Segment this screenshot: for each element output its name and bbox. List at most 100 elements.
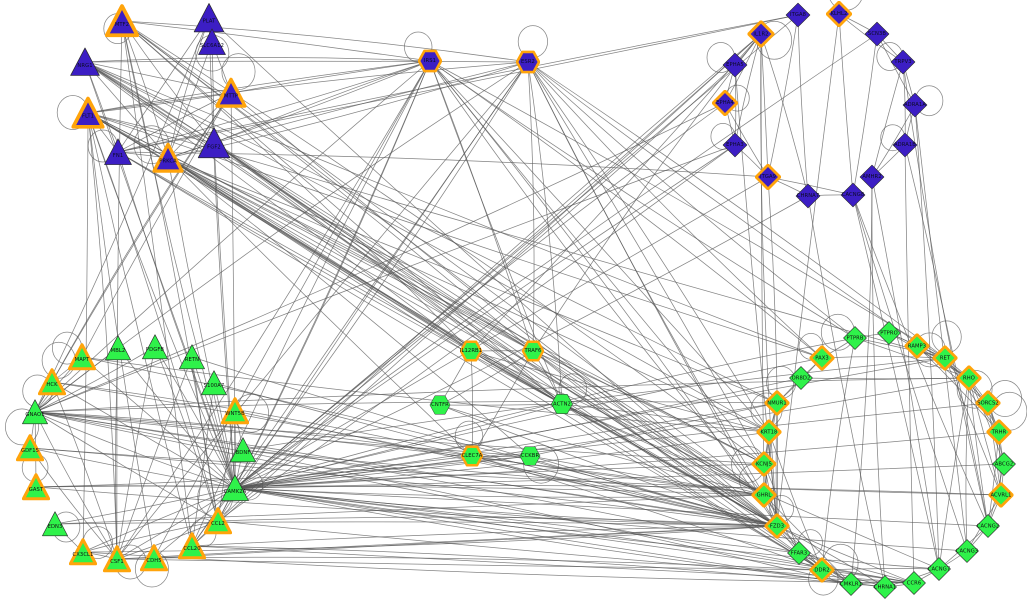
graph-node-scn3b[interactable]: SCN3B xyxy=(864,21,890,47)
graph-node-actn2[interactable]: ACTN2 xyxy=(551,393,574,416)
graph-edge[interactable] xyxy=(29,447,778,527)
graph-edge[interactable] xyxy=(968,377,1002,496)
graph-edge[interactable] xyxy=(561,403,940,570)
graph-node-rho[interactable]: RHO xyxy=(956,365,982,391)
graph-edge[interactable] xyxy=(234,431,770,489)
graph-edge[interactable] xyxy=(561,403,778,527)
graph-node-epha4[interactable]: EPHA4 xyxy=(712,90,738,116)
graph-edge[interactable] xyxy=(529,455,765,496)
graph-edge[interactable] xyxy=(51,381,473,457)
graph-edge[interactable] xyxy=(191,545,852,585)
graph-node-kcnj5[interactable]: KCNJ5 xyxy=(751,451,777,477)
graph-edge[interactable] xyxy=(121,20,431,62)
graph-edge[interactable] xyxy=(167,157,472,352)
graph-edge[interactable] xyxy=(852,194,940,570)
graph-edge[interactable] xyxy=(167,157,778,404)
graph-edge[interactable] xyxy=(854,337,970,379)
graph-edge[interactable] xyxy=(470,350,765,496)
graph-edge[interactable] xyxy=(34,411,765,465)
graph-edge[interactable] xyxy=(167,157,473,457)
graph-node-hck[interactable]: HCK xyxy=(38,368,66,396)
graph-node-ramp3[interactable]: RAMP3 xyxy=(904,333,930,359)
graph-edge[interactable] xyxy=(471,455,778,527)
graph-edge[interactable] xyxy=(234,357,823,489)
graph-edge[interactable] xyxy=(54,487,236,525)
graph-node-clec7a[interactable]: CLEC7A xyxy=(461,445,483,467)
graph-edge[interactable] xyxy=(84,61,823,359)
graph-edge[interactable] xyxy=(121,20,472,352)
graph-edge[interactable] xyxy=(84,61,236,489)
graph-self-loop-edge[interactable] xyxy=(5,408,39,446)
graph-edge[interactable] xyxy=(470,350,778,527)
graph-edge[interactable] xyxy=(167,157,563,405)
graph-edge[interactable] xyxy=(234,455,531,489)
graph-node-nrg1[interactable]: NRG1 xyxy=(69,46,101,78)
graph-edge[interactable] xyxy=(234,455,473,489)
graph-edge[interactable] xyxy=(121,20,765,496)
graph-node-gdf15[interactable]: GDF15 xyxy=(16,434,44,462)
graph-edge[interactable] xyxy=(121,20,529,63)
graph-edge[interactable] xyxy=(230,92,236,489)
graph-edge[interactable] xyxy=(191,61,529,547)
graph-edge[interactable] xyxy=(871,176,886,588)
graph-edge[interactable] xyxy=(850,176,873,585)
graph-edge[interactable] xyxy=(191,382,215,547)
graph-node-sorcs2[interactable]: SORCS2 xyxy=(975,390,1001,416)
graph-edge[interactable] xyxy=(807,195,886,588)
graph-edge[interactable] xyxy=(532,350,778,527)
graph-edge[interactable] xyxy=(121,20,563,405)
graph-edge[interactable] xyxy=(87,112,215,144)
graph-node-esr2[interactable]: ESR2 xyxy=(516,50,540,74)
graph-edge[interactable] xyxy=(902,61,989,527)
graph-node-bdnf[interactable]: BDNF xyxy=(229,436,257,464)
graph-edge[interactable] xyxy=(191,525,778,547)
graph-edge[interactable] xyxy=(213,142,778,527)
graph-edge[interactable] xyxy=(944,357,1002,496)
graph-node-adra1b[interactable]: ADRA1B xyxy=(892,132,918,158)
graph-edge[interactable] xyxy=(213,142,765,496)
graph-edge[interactable] xyxy=(121,20,219,522)
graph-node-ccl20[interactable]: CCL20 xyxy=(178,532,206,560)
graph-edge[interactable] xyxy=(234,33,878,489)
graph-node-ccr6[interactable]: CCR6 xyxy=(902,571,927,596)
graph-edge[interactable] xyxy=(84,61,232,94)
graph-edge[interactable] xyxy=(34,346,156,413)
graph-edge[interactable] xyxy=(234,176,769,489)
graph-self-loop-edge[interactable] xyxy=(558,373,587,405)
graph-edge[interactable] xyxy=(116,346,156,560)
graph-node-krt18[interactable]: KRT18 xyxy=(756,419,782,445)
graph-edge[interactable] xyxy=(87,112,219,522)
graph-node-cckbr[interactable]: CCKBR xyxy=(519,445,541,467)
graph-edge[interactable] xyxy=(34,102,726,413)
graph-node-cacng8[interactable]: CACNG8 xyxy=(840,182,866,208)
graph-edge[interactable] xyxy=(82,112,89,553)
graph-edge[interactable] xyxy=(87,112,778,527)
graph-edge[interactable] xyxy=(191,356,236,489)
graph-node-itga8[interactable]: ITGA8 xyxy=(785,2,811,28)
graph-edge[interactable] xyxy=(81,356,770,433)
graph-edge[interactable] xyxy=(84,61,778,404)
graph-edge[interactable] xyxy=(121,20,765,465)
graph-edge[interactable] xyxy=(429,60,534,352)
graph-node-ddr2[interactable]: DDR2 xyxy=(809,557,835,583)
graph-node-gnao1[interactable]: GNAO1 xyxy=(21,398,49,426)
graph-edge[interactable] xyxy=(34,144,736,413)
graph-edge[interactable] xyxy=(115,347,119,560)
graph-edge[interactable] xyxy=(242,357,946,451)
graph-edge[interactable] xyxy=(51,92,232,383)
graph-node-acvrl1[interactable]: ACVRL1 xyxy=(988,482,1014,508)
graph-edge[interactable] xyxy=(776,525,886,588)
graph-edge[interactable] xyxy=(968,377,989,527)
graph-edge[interactable] xyxy=(821,337,856,571)
graph-edge[interactable] xyxy=(470,350,474,457)
graph-edge[interactable] xyxy=(87,61,529,114)
graph-edge[interactable] xyxy=(29,447,1002,496)
graph-edge[interactable] xyxy=(767,14,799,178)
graph-node-chrna7[interactable]: CHRNA7 xyxy=(795,183,821,209)
graph-node-gast[interactable]: GAST xyxy=(22,473,50,501)
graph-edge[interactable] xyxy=(471,455,765,496)
graph-edge[interactable] xyxy=(154,346,236,489)
graph-edge[interactable] xyxy=(87,112,118,560)
graph-node-slc6a12[interactable]: SLC6A12 xyxy=(197,27,227,57)
graph-edge[interactable] xyxy=(439,350,534,406)
